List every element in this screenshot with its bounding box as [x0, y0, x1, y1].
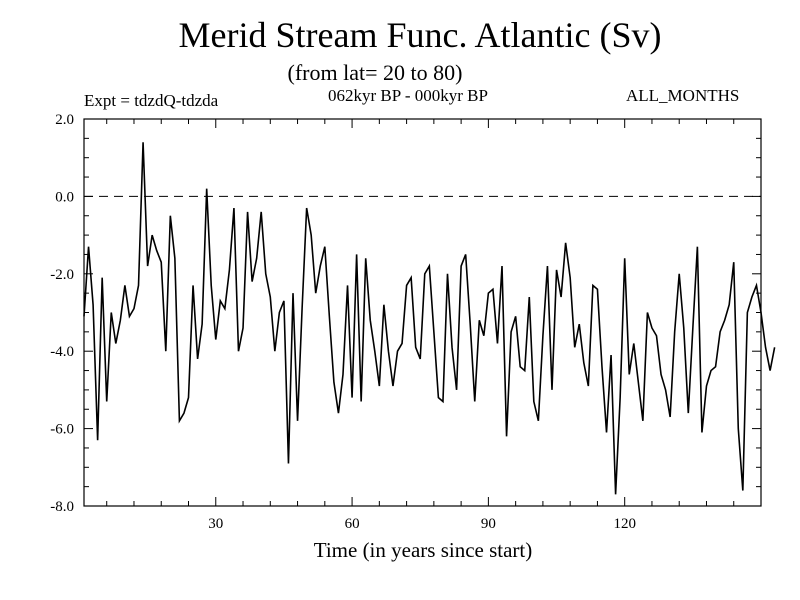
- x-tick-label: 120: [613, 516, 636, 532]
- months-label: ALL_MONTHS: [626, 86, 740, 105]
- series-line: [83, 142, 776, 495]
- experiment-label: Expt = tdzdQ-tdzda: [84, 91, 219, 110]
- y-tick-label: 0.0: [55, 189, 74, 205]
- y-tick-label: -4.0: [50, 344, 74, 360]
- y-tick-label: 2.0: [55, 112, 74, 128]
- y-tick-label: -8.0: [50, 499, 74, 515]
- x-axis-label: Time (in years since start): [313, 538, 533, 562]
- y-tick-label: -2.0: [50, 267, 74, 283]
- x-tick-label: 60: [345, 516, 360, 532]
- series-group: [83, 142, 776, 495]
- axis-ticks: [84, 118, 762, 507]
- chart-subtitle: (from lat= 20 to 80): [287, 60, 463, 85]
- period-label: 062kyr BP - 000kyr BP: [328, 86, 488, 105]
- y-tick-labels: 2.0 0.0 -2.0 -4.0 -6.0 -8.0: [50, 112, 74, 515]
- x-tick-label: 90: [481, 516, 496, 532]
- x-tick-labels: 30 60 90 120: [208, 516, 636, 532]
- x-tick-label: 30: [208, 516, 223, 532]
- y-tick-label: -6.0: [50, 422, 74, 438]
- chart-title: Merid Stream Func. Atlantic (Sv): [178, 15, 662, 55]
